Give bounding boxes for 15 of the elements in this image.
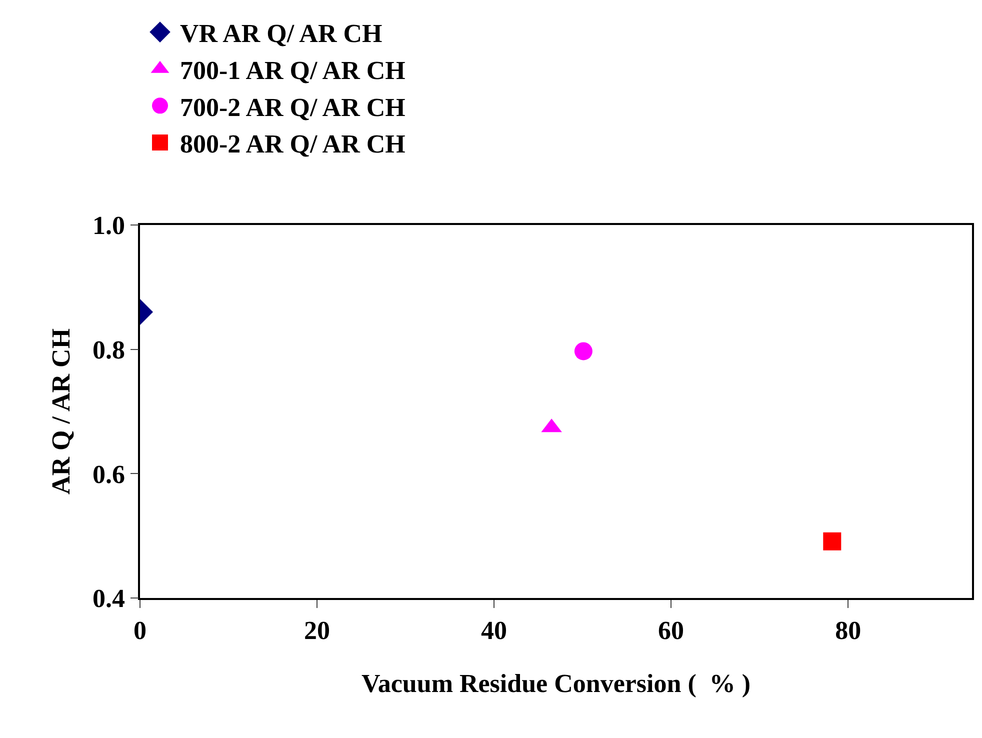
legend-label: 700-1 AR Q/ AR CH [180, 56, 406, 85]
x-tick-label: 60 [658, 616, 684, 645]
y-tick-label: 0.6 [92, 460, 126, 489]
legend-label: 700-2 AR Q/ AR CH [180, 92, 406, 122]
y-tick-label: 0.4 [92, 584, 126, 614]
x-axis-title: Vacuum Residue Conversion ( % ) [361, 669, 751, 698]
x-tick-label: 0 [134, 616, 146, 645]
legend-label: 800-2 AR Q/ AR CH [180, 130, 406, 159]
x-tick-label: 40 [481, 616, 508, 645]
legend-label: VR AR Q/ AR CH [180, 19, 382, 48]
y-axis-title: AR Q / AR CH [46, 328, 76, 495]
x-tick-label: 20 [304, 616, 330, 645]
y-tick-label: 1.0 [92, 211, 126, 240]
x-tick-label: 80 [835, 616, 862, 645]
y-tick-label: 0.8 [92, 335, 126, 364]
